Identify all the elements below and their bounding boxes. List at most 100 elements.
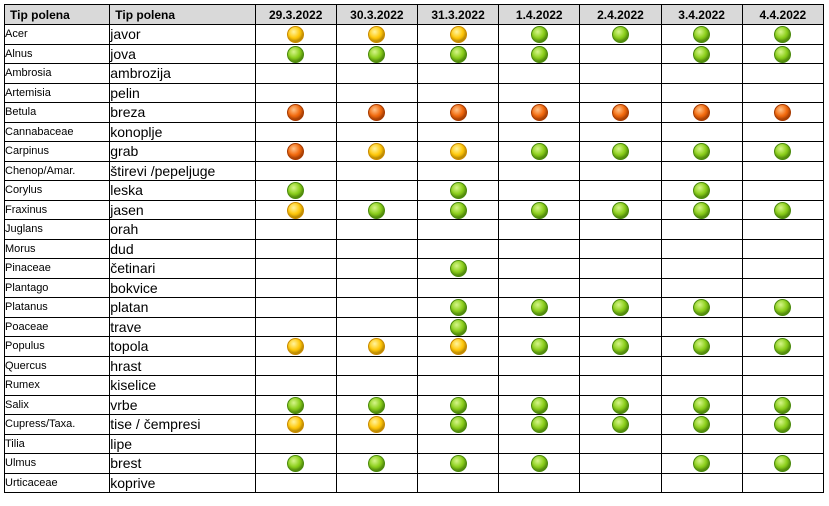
level-cell bbox=[335, 355, 418, 376]
pollen-latin-name: Ulmus bbox=[3, 453, 111, 474]
level-cell bbox=[660, 141, 743, 162]
level-cell bbox=[579, 277, 662, 298]
level-cell bbox=[416, 375, 500, 396]
green-level-indicator-icon bbox=[530, 396, 548, 414]
level-cell bbox=[254, 375, 337, 396]
level-cell bbox=[254, 297, 337, 318]
table-row: Betula breza bbox=[3, 102, 825, 123]
green-level-indicator-icon bbox=[611, 26, 629, 44]
table-row: Juglans orah bbox=[3, 219, 825, 240]
level-cell bbox=[498, 375, 581, 396]
level-cell bbox=[335, 82, 418, 103]
level-cell bbox=[579, 472, 662, 493]
table-row: Carpinus grab bbox=[3, 141, 825, 162]
table-row: Quercus hrast bbox=[3, 355, 825, 376]
level-cell bbox=[660, 355, 743, 376]
green-level-indicator-icon bbox=[449, 45, 467, 63]
level-cell bbox=[660, 199, 743, 220]
level-cell bbox=[416, 238, 500, 259]
level-cell bbox=[660, 433, 743, 454]
level-cell bbox=[579, 199, 662, 220]
level-cell bbox=[741, 414, 825, 435]
level-cell bbox=[660, 316, 743, 337]
level-cell bbox=[741, 375, 825, 396]
level-cell bbox=[498, 277, 581, 298]
pollen-latin-name: Platanus bbox=[3, 297, 111, 318]
level-cell bbox=[741, 316, 825, 337]
level-cell bbox=[660, 121, 743, 142]
green-level-indicator-icon bbox=[611, 201, 629, 219]
level-cell bbox=[660, 160, 743, 181]
level-cell bbox=[660, 24, 743, 45]
header-date: 31.3.2022 bbox=[416, 4, 500, 25]
orange-level-indicator-icon bbox=[693, 104, 711, 122]
level-cell bbox=[335, 336, 418, 357]
level-cell bbox=[335, 394, 418, 415]
table-row: Plantago bokvice bbox=[3, 277, 825, 298]
level-cell bbox=[416, 43, 500, 64]
level-cell bbox=[416, 63, 500, 84]
level-cell bbox=[579, 180, 662, 201]
green-level-indicator-icon bbox=[368, 45, 386, 63]
yellow-level-indicator-icon bbox=[287, 26, 305, 44]
level-cell bbox=[660, 453, 743, 474]
level-cell bbox=[660, 258, 743, 279]
green-level-indicator-icon bbox=[774, 338, 792, 356]
level-cell bbox=[660, 277, 743, 298]
level-cell bbox=[498, 121, 581, 142]
pollen-latin-name: Fraxinus bbox=[3, 199, 111, 220]
green-level-indicator-icon bbox=[774, 299, 792, 317]
yellow-level-indicator-icon bbox=[449, 338, 467, 356]
pollen-latin-name: Salix bbox=[3, 394, 111, 415]
green-level-indicator-icon bbox=[693, 299, 711, 317]
orange-level-indicator-icon bbox=[530, 104, 548, 122]
level-cell bbox=[498, 258, 581, 279]
level-cell bbox=[579, 414, 662, 435]
level-cell bbox=[416, 82, 500, 103]
level-cell bbox=[741, 238, 825, 259]
pollen-latin-name: Artemisia bbox=[3, 82, 111, 103]
table-row: Chenop/Amar. štirevi /pepeljuge bbox=[3, 160, 825, 181]
pollen-latin-name: Tilia bbox=[3, 433, 111, 454]
level-cell bbox=[498, 297, 581, 318]
level-cell bbox=[416, 219, 500, 240]
level-cell bbox=[254, 180, 337, 201]
green-level-indicator-icon bbox=[530, 201, 548, 219]
pollen-latin-name: Urticaceae bbox=[3, 472, 111, 493]
level-cell bbox=[254, 219, 337, 240]
level-cell bbox=[579, 453, 662, 474]
table-row: Acer javor bbox=[3, 24, 825, 45]
header-date: 3.4.2022 bbox=[660, 4, 743, 25]
level-cell bbox=[579, 375, 662, 396]
pollen-latin-name: Chenop/Amar. bbox=[3, 160, 111, 181]
level-cell bbox=[416, 258, 500, 279]
yellow-level-indicator-icon bbox=[368, 26, 386, 44]
level-cell bbox=[335, 277, 418, 298]
level-cell bbox=[741, 141, 825, 162]
pollen-latin-name: Populus bbox=[3, 336, 111, 357]
green-level-indicator-icon bbox=[530, 45, 548, 63]
pollen-local-name: dud bbox=[109, 238, 256, 259]
pollen-latin-name: Alnus bbox=[3, 43, 111, 64]
level-cell bbox=[741, 160, 825, 181]
orange-level-indicator-icon bbox=[287, 104, 305, 122]
green-level-indicator-icon bbox=[287, 455, 305, 473]
level-cell bbox=[416, 160, 500, 181]
table-row: Ambrosia ambrozija bbox=[3, 63, 825, 84]
level-cell bbox=[416, 141, 500, 162]
level-cell bbox=[335, 297, 418, 318]
pollen-latin-name: Acer bbox=[3, 24, 111, 45]
level-cell bbox=[741, 24, 825, 45]
level-cell bbox=[416, 102, 500, 123]
level-cell bbox=[498, 394, 581, 415]
level-cell bbox=[254, 453, 337, 474]
level-cell bbox=[416, 414, 500, 435]
level-cell bbox=[741, 355, 825, 376]
pollen-local-name: trave bbox=[109, 316, 256, 337]
green-level-indicator-icon bbox=[287, 45, 305, 63]
level-cell bbox=[498, 355, 581, 376]
pollen-latin-name: Rumex bbox=[3, 375, 111, 396]
pollen-local-name: štirevi /pepeljuge bbox=[109, 160, 256, 181]
green-level-indicator-icon bbox=[693, 455, 711, 473]
level-cell bbox=[579, 24, 662, 45]
